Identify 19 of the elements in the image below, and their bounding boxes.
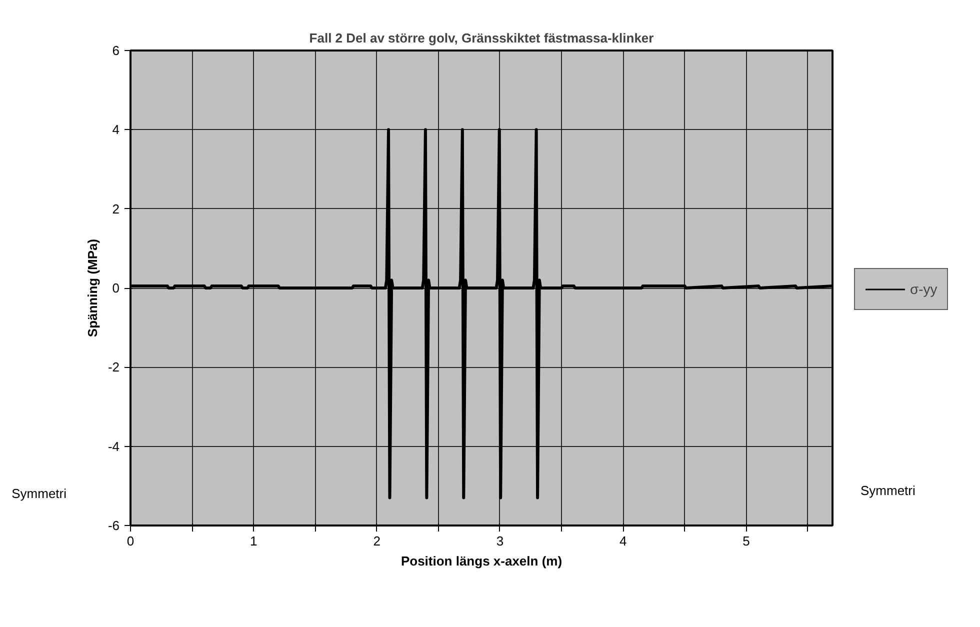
x-axis-title: Position längs x-axeln (m) xyxy=(400,554,562,568)
y-tick-label: -4 xyxy=(108,438,120,454)
y-tick-label: -6 xyxy=(108,518,120,533)
y-tick-label: 2 xyxy=(112,201,120,216)
text: Symmetri xyxy=(860,483,916,498)
y-axis-title: Spänning (MPa) xyxy=(84,238,100,338)
x-tick-label: 0 xyxy=(126,534,134,548)
y-tick-label: 0 xyxy=(112,280,120,296)
x-tick-label: 1 xyxy=(250,534,258,548)
x-tick-label: 3 xyxy=(496,534,504,548)
x-tick-label: 2 xyxy=(373,534,380,548)
chart-title: Fall 2 Del av större golv, Gränsskiktet fästmassa-klinker xyxy=(309,30,654,46)
x-tick-label: 5 xyxy=(742,534,750,548)
y-tick-label: 4 xyxy=(112,122,120,138)
y-tick-label: 6 xyxy=(112,43,120,58)
legend-label: σ-yy xyxy=(910,281,938,297)
y-tick-label: -2 xyxy=(108,360,120,375)
x-tick-label: 4 xyxy=(620,534,627,548)
text: Symmetri xyxy=(12,486,67,502)
